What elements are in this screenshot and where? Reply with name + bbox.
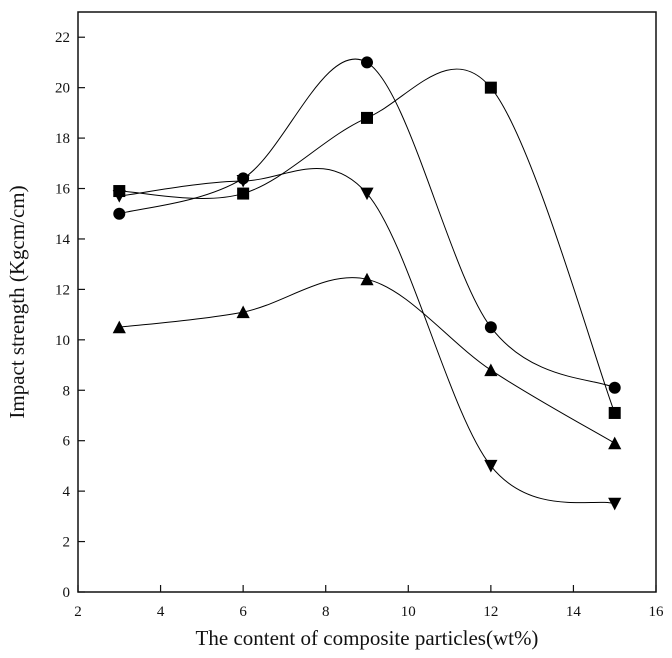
x-tick-label: 6 bbox=[239, 604, 247, 620]
marker bbox=[484, 81, 497, 94]
marker bbox=[484, 459, 498, 473]
plot-frame bbox=[77, 11, 657, 593]
y-tick-label: 8 bbox=[63, 383, 71, 399]
marker bbox=[484, 321, 497, 334]
marker bbox=[113, 207, 126, 220]
series-line bbox=[119, 277, 615, 444]
x-axis-title: The content of composite particles(wt%) bbox=[196, 626, 539, 650]
marker bbox=[360, 187, 374, 201]
x-tick-label: 10 bbox=[401, 604, 416, 620]
x-tick-label: 4 bbox=[157, 604, 165, 620]
marker bbox=[608, 406, 621, 419]
x-tick-label: 8 bbox=[322, 604, 330, 620]
marker bbox=[484, 363, 498, 377]
y-tick-label: 0 bbox=[63, 585, 71, 601]
x-tick-label: 14 bbox=[566, 604, 582, 620]
marker bbox=[608, 436, 622, 450]
y-tick-label: 2 bbox=[63, 535, 71, 551]
y-tick-label: 18 bbox=[55, 131, 70, 147]
x-tick-label: 2 bbox=[74, 604, 82, 620]
marker bbox=[608, 497, 622, 511]
marker bbox=[237, 187, 250, 200]
x-tick-label: 12 bbox=[483, 604, 498, 620]
y-tick-label: 6 bbox=[63, 434, 71, 450]
marker bbox=[608, 381, 621, 394]
marker bbox=[236, 305, 250, 319]
series-line bbox=[119, 168, 615, 505]
marker bbox=[361, 111, 373, 124]
x-tick-label: 16 bbox=[649, 604, 665, 620]
marker bbox=[361, 56, 373, 69]
y-tick-label: 12 bbox=[55, 282, 70, 298]
marker bbox=[112, 190, 126, 203]
y-tick-label: 16 bbox=[55, 182, 71, 198]
y-tick-label: 20 bbox=[55, 81, 70, 97]
marker bbox=[360, 272, 374, 286]
series-line bbox=[119, 68, 616, 414]
y-tick-label: 22 bbox=[55, 30, 70, 46]
y-tick-label: 14 bbox=[55, 232, 71, 248]
marker bbox=[236, 174, 250, 188]
marker bbox=[112, 320, 126, 334]
series-line bbox=[119, 58, 615, 389]
y-tick-label: 4 bbox=[63, 484, 71, 500]
y-axis-title: Impact strength (Kgcm/cm) bbox=[5, 185, 29, 418]
y-tick-label: 10 bbox=[55, 333, 70, 349]
